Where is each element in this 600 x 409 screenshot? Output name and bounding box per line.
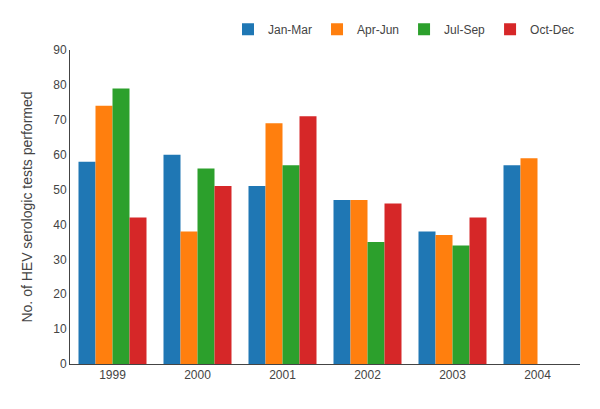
svg-text:40: 40 <box>53 218 67 232</box>
svg-text:1999: 1999 <box>99 368 126 382</box>
svg-text:Oct-Dec: Oct-Dec <box>530 23 574 37</box>
svg-text:80: 80 <box>53 78 67 92</box>
svg-text:2000: 2000 <box>184 368 211 382</box>
svg-text:20: 20 <box>53 287 67 301</box>
svg-text:50: 50 <box>53 183 67 197</box>
svg-text:0: 0 <box>60 357 67 371</box>
svg-text:Apr-Jun: Apr-Jun <box>357 23 399 37</box>
svg-text:30: 30 <box>53 253 67 267</box>
svg-text:70: 70 <box>53 113 67 127</box>
svg-text:10: 10 <box>53 322 67 336</box>
svg-text:2001: 2001 <box>269 368 296 382</box>
svg-text:2004: 2004 <box>524 368 551 382</box>
svg-text:2003: 2003 <box>439 368 466 382</box>
svg-text:No. of HEV serologic tests per: No. of HEV serologic tests performed <box>19 91 35 322</box>
svg-text:Jan-Mar: Jan-Mar <box>268 23 312 37</box>
svg-text:60: 60 <box>53 148 67 162</box>
svg-text:Jul-Sep: Jul-Sep <box>444 23 485 37</box>
svg-text:2002: 2002 <box>354 368 381 382</box>
svg-text:90: 90 <box>53 43 67 57</box>
